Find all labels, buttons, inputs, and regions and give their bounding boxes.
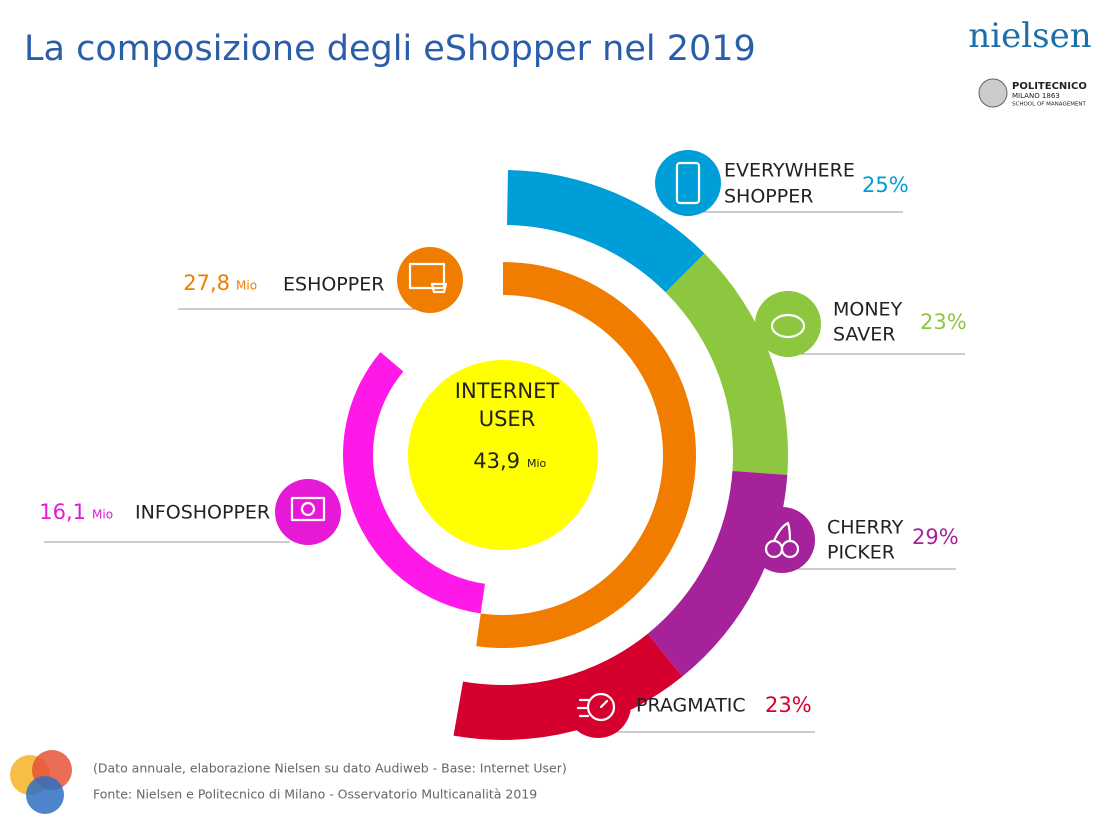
icon-shape <box>772 521 792 543</box>
footer-source: Fonte: Nielsen e Politecnico di Milano -… <box>93 787 537 802</box>
footer-note: (Dato annuale, elaborazione Nielsen su d… <box>93 761 567 776</box>
segment-share: 25% <box>862 173 909 197</box>
icon-shape <box>300 501 316 517</box>
segment-label: EVERYWHERE <box>724 160 855 182</box>
center-value: 43,9 <box>473 449 520 473</box>
segment-label: SHOPPER <box>724 186 813 208</box>
segment-share: 29% <box>912 525 959 549</box>
segment-label: MONEY <box>833 299 903 321</box>
eshopper-arc <box>476 262 696 648</box>
center-unit: Mio <box>527 457 547 470</box>
rings <box>343 170 788 740</box>
icon-shape <box>770 313 806 339</box>
icon <box>275 479 341 545</box>
icon-shape <box>586 692 616 722</box>
segment-label: SAVER <box>833 324 895 346</box>
partner-line: SCHOOL OF MANAGEMENT <box>1012 102 1087 108</box>
footer-logo <box>26 776 64 814</box>
pragmatic-arc <box>453 633 683 740</box>
icon <box>655 150 721 216</box>
center-label: INTERNET <box>455 379 560 403</box>
politecnico-seal <box>978 78 1008 108</box>
segment-label: PRAGMATIC <box>636 695 746 717</box>
partner-name: POLITECNICO <box>1012 81 1087 92</box>
center-label: USER <box>479 407 536 431</box>
icon <box>565 672 631 738</box>
nielsen-logo: nielsen <box>968 16 1091 56</box>
icon <box>749 507 815 573</box>
icon-shape <box>576 698 609 718</box>
title: La composizione degli eShopper nel 2019 <box>24 29 756 69</box>
segment-share: 23% <box>920 310 967 334</box>
partner-line: MILANO 1863 <box>1012 92 1060 100</box>
group-value: 27,8 <box>183 271 230 295</box>
internet-user-circle <box>408 360 598 550</box>
group-label: ESHOPPER <box>283 274 384 296</box>
everywhere-arc <box>507 170 705 293</box>
icon <box>755 291 821 357</box>
icon-shape <box>408 262 446 290</box>
money-saver-arc <box>665 253 788 475</box>
group-unit: Mio <box>236 279 257 293</box>
segment-label: PICKER <box>827 542 895 564</box>
infoshopper-arc <box>343 352 485 614</box>
icon-shape <box>290 496 326 522</box>
group-unit: Mio <box>92 508 113 522</box>
segment-share: 23% <box>765 693 812 717</box>
icon <box>397 247 463 313</box>
group-value: 16,1 <box>39 500 86 524</box>
group-label: INFOSHOPPER <box>135 502 270 524</box>
segment-label: CHERRY <box>827 517 904 539</box>
icon-shape <box>675 161 701 205</box>
icon-shape <box>430 282 448 294</box>
cherry-picker-arc <box>647 471 788 677</box>
